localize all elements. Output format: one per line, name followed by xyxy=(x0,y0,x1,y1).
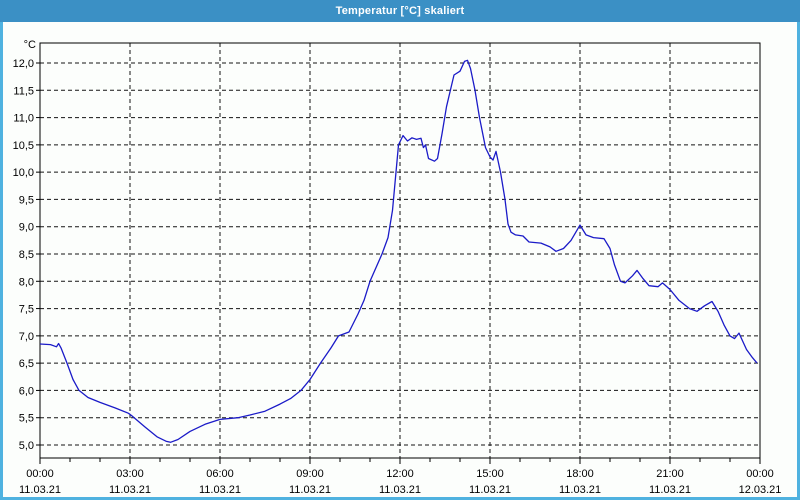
temperature-series xyxy=(39,59,758,443)
y-tick-label: 9,0 xyxy=(19,222,34,234)
x-tick-time-label: 00:00 xyxy=(26,468,54,480)
tick-marks xyxy=(36,62,761,464)
y-tick-label: 10,5 xyxy=(13,140,34,152)
axis-labels: 12,0 11,5 11,0 10,5 10,0 9,5 9,0 8,5 8,0 7,5 7,0 6,… xyxy=(13,39,782,496)
x-tick-date-label: 11.03.21 xyxy=(289,484,331,496)
x-tick-date-label: 11.03.21 xyxy=(379,484,421,496)
x-tick-date-label: 11.03.21 xyxy=(109,484,151,496)
x-tick-date-label: 11.03.21 xyxy=(199,484,241,496)
y-tick-label: 5,5 xyxy=(19,413,34,425)
x-tick-time-label: 18:00 xyxy=(566,468,594,480)
x-tick-date-label: 11.03.21 xyxy=(559,484,601,496)
y-tick-label: 11,0 xyxy=(13,113,34,125)
y-tick-label: 11,5 xyxy=(13,85,34,97)
y-tick-label: 5,0 xyxy=(19,440,34,452)
y-tick-label: 8,0 xyxy=(19,276,34,288)
y-tick-label: 10,0 xyxy=(13,167,34,179)
x-tick-date-label: 11.03.21 xyxy=(469,484,511,496)
chart-area: 12,0 11,5 11,0 10,5 10,0 9,5 9,0 8,5 8,0 7,5 7,0 6,… xyxy=(0,22,800,500)
y-tick-label: 7,5 xyxy=(19,304,34,316)
y-tick-label: 6,5 xyxy=(19,358,34,370)
y-tick-label: 12,0 xyxy=(13,58,34,70)
temperature-chart: 12,0 11,5 11,0 10,5 10,0 9,5 9,0 8,5 8,0 7,5 7,0 6,… xyxy=(13,39,782,496)
gridlines xyxy=(40,43,760,458)
window-title: Temperatur [°C] skaliert xyxy=(335,5,465,17)
x-tick-time-label: 03:00 xyxy=(116,468,144,480)
y-tick-label: 7,0 xyxy=(19,331,34,343)
y-axis-unit-label: °C xyxy=(24,39,36,51)
x-tick-date-label: 11.03.21 xyxy=(19,484,61,496)
x-tick-time-label: 15:00 xyxy=(476,468,504,480)
x-tick-time-label: 00:00 xyxy=(746,468,774,480)
window-titlebar[interactable]: Temperatur [°C] skaliert xyxy=(0,0,800,22)
y-tick-label: 6,0 xyxy=(19,385,34,397)
x-tick-time-label: 06:00 xyxy=(206,468,234,480)
x-tick-date-label: 11.03.21 xyxy=(649,484,691,496)
y-tick-label: 8,5 xyxy=(19,249,34,261)
x-tick-time-label: 12:00 xyxy=(386,468,414,480)
x-tick-time-label: 09:00 xyxy=(296,468,324,480)
x-tick-time-label: 21:00 xyxy=(656,468,684,480)
y-tick-label: 9,5 xyxy=(19,194,34,206)
x-tick-date-label: 12.03.21 xyxy=(739,484,782,496)
series-line xyxy=(39,59,758,443)
